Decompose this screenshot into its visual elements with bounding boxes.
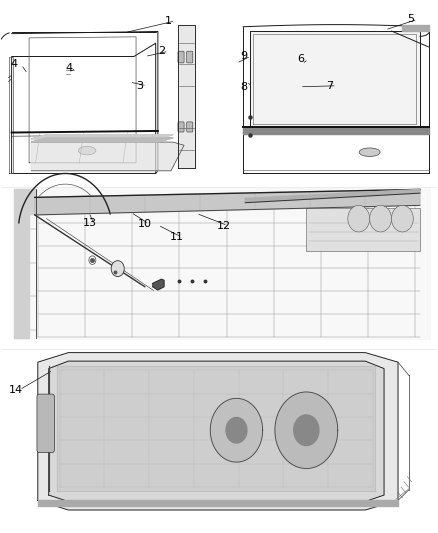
Polygon shape [49,361,384,502]
Ellipse shape [78,147,96,155]
FancyBboxPatch shape [187,122,193,132]
FancyBboxPatch shape [187,51,193,63]
Text: 8: 8 [240,82,247,92]
Text: 3: 3 [136,81,143,91]
Circle shape [370,205,392,232]
Polygon shape [38,500,398,506]
Text: 1: 1 [164,16,171,26]
Polygon shape [57,367,375,491]
Polygon shape [35,189,420,215]
Polygon shape [275,392,338,469]
Polygon shape [294,415,319,446]
Polygon shape [210,398,263,462]
Polygon shape [177,25,195,168]
Polygon shape [403,25,428,31]
Bar [306,208,420,251]
Text: 14: 14 [9,385,23,395]
Polygon shape [226,417,247,443]
Text: 9: 9 [240,51,247,61]
Text: 2: 2 [158,46,165,56]
Polygon shape [245,189,420,203]
FancyBboxPatch shape [178,51,184,63]
Circle shape [111,261,124,277]
FancyBboxPatch shape [178,122,184,132]
Polygon shape [250,31,420,127]
Ellipse shape [359,148,380,157]
Text: 12: 12 [217,221,231,231]
FancyBboxPatch shape [37,394,54,453]
Circle shape [348,205,370,232]
Text: 4: 4 [65,63,72,73]
Polygon shape [14,189,35,338]
Polygon shape [38,353,398,510]
Polygon shape [31,142,184,171]
Polygon shape [31,135,173,139]
Text: 11: 11 [170,232,184,242]
Text: 7: 7 [326,81,333,91]
Polygon shape [31,138,173,142]
Text: 5: 5 [407,14,414,25]
Circle shape [392,205,413,232]
Text: 13: 13 [83,219,97,229]
Polygon shape [243,127,428,134]
Text: 4: 4 [11,60,18,69]
Text: 10: 10 [138,219,152,229]
Polygon shape [152,279,164,290]
Bar [14,188,431,340]
Text: 6: 6 [297,54,304,64]
